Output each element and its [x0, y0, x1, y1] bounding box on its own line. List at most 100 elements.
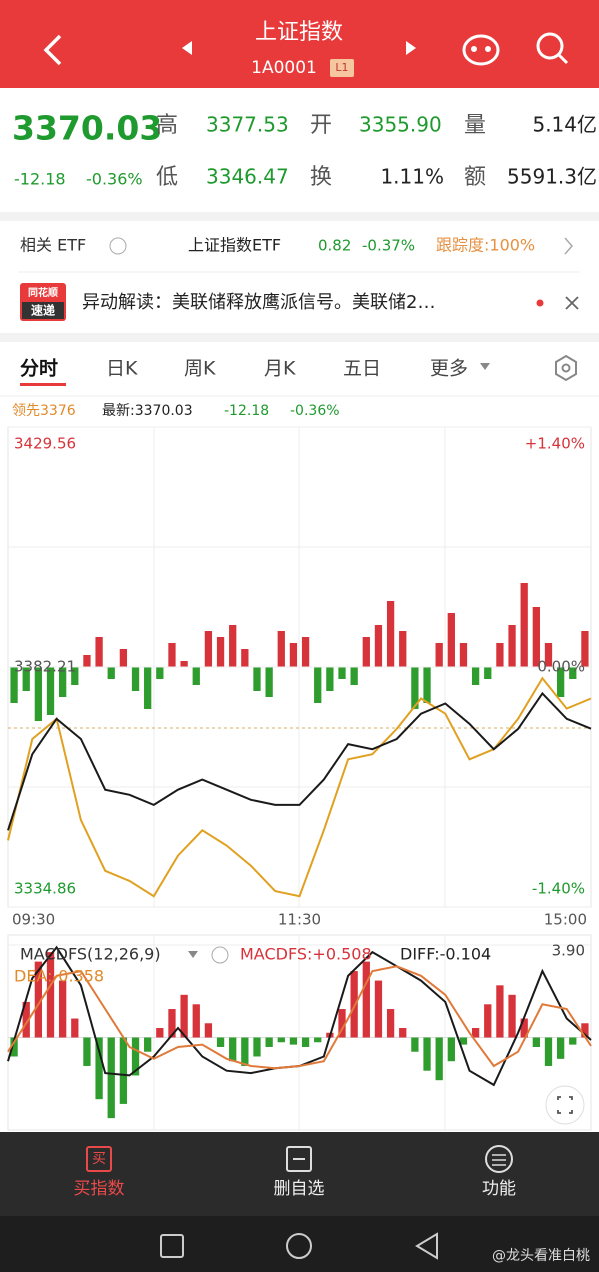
level-label: L1 [335, 61, 348, 74]
y2-tick-label: 0.00% [537, 658, 585, 676]
price-change: -12.18 [14, 170, 66, 189]
remove-icon[interactable] [286, 1146, 312, 1172]
bar [399, 1028, 407, 1038]
settings-icon-center [561, 363, 571, 373]
bar [350, 667, 358, 685]
nav-function[interactable]: 功能 [482, 1179, 516, 1199]
bar [556, 667, 565, 697]
bar [204, 631, 213, 667]
bar [581, 631, 589, 667]
high-value: 3377.53 [206, 113, 289, 137]
bar [216, 637, 225, 667]
header-bar [0, 0, 599, 88]
news-text[interactable]: 异动解读：美联储释放鹰派信号。美联储2… [82, 292, 435, 313]
community-icon[interactable] [462, 34, 500, 66]
bottom-nav [0, 1132, 599, 1216]
diff-value: DIFF:-0.104 [400, 945, 491, 964]
etf-change: -0.37% [362, 237, 415, 255]
bar [374, 980, 383, 1038]
bar [569, 1037, 577, 1045]
bar [326, 667, 334, 691]
bar [386, 1009, 395, 1038]
etf-name[interactable]: 上证指数ETF [188, 236, 281, 255]
bar [156, 667, 164, 679]
more-arrow[interactable] [480, 363, 490, 370]
bar [265, 1037, 273, 1047]
bar [46, 667, 55, 715]
x-tick-label: 09:30 [12, 911, 55, 929]
function-icon[interactable] [485, 1145, 513, 1173]
expand-icon [557, 1096, 573, 1114]
bar [131, 667, 140, 691]
bar [265, 667, 273, 697]
lead-value: 领先3376 [12, 403, 76, 419]
bar [204, 1023, 213, 1038]
bar [471, 667, 480, 685]
bar [95, 1037, 103, 1100]
bar [119, 1037, 128, 1104]
next-stock[interactable] [406, 41, 416, 55]
bar [192, 667, 200, 685]
close-news[interactable] [565, 296, 579, 310]
bar [447, 1037, 455, 1062]
tab[interactable]: 周K [184, 358, 216, 380]
amount-label: 额 [464, 165, 486, 190]
bar [338, 667, 346, 679]
bar [399, 631, 407, 667]
back-button[interactable] [43, 34, 62, 66]
bar [253, 667, 261, 691]
macd-title[interactable]: MACDFS(12,26,9) [20, 945, 161, 964]
x-tick-label: 15:00 [544, 911, 587, 929]
buy-icon[interactable] [86, 1146, 112, 1172]
tab[interactable]: 月K [264, 358, 296, 380]
bar [301, 1037, 310, 1047]
amount-value: 5591.3亿 [507, 165, 597, 189]
tab[interactable]: 更多 [430, 358, 468, 380]
tab[interactable]: 五日 [343, 358, 381, 380]
bar [386, 601, 395, 667]
bar [520, 583, 528, 667]
expand-button[interactable] [545, 1085, 585, 1125]
bar [277, 1037, 285, 1043]
bar [277, 631, 285, 667]
tab[interactable]: 分时 [20, 358, 58, 380]
tab[interactable]: 日K [106, 358, 138, 380]
bar [411, 1037, 419, 1052]
bar [569, 667, 577, 679]
bar [180, 661, 188, 667]
bar [520, 1018, 528, 1038]
macd-dropdown[interactable] [188, 951, 198, 958]
chevron[interactable] [564, 237, 573, 255]
help-icon[interactable] [109, 237, 127, 255]
tab-bar: 分时 日K 周K 月K 五日 更多 [20, 358, 468, 380]
bar [301, 637, 310, 667]
y-tick-label: 3.90 [552, 942, 585, 960]
bar [229, 1037, 237, 1062]
volume-label: 量 [464, 113, 486, 138]
home-button[interactable] [286, 1233, 312, 1259]
turnover-label: 换 [310, 165, 332, 190]
x-tick-label: 11:30 [278, 911, 321, 929]
bar [362, 961, 370, 1038]
prev-stock[interactable] [182, 41, 192, 55]
bar [144, 1037, 152, 1052]
help-icon[interactable] [211, 946, 229, 964]
latest-change: -12.18 [224, 403, 269, 419]
bar [59, 980, 67, 1038]
search-icon[interactable] [536, 32, 569, 65]
bar [544, 1037, 553, 1066]
badge-bottom-bg [22, 302, 64, 319]
bar [314, 1037, 322, 1043]
recent-apps[interactable] [160, 1234, 184, 1258]
open-value: 3355.90 [359, 113, 442, 137]
nav-buy[interactable]: 买指数 [74, 1179, 125, 1199]
settings-icon[interactable] [555, 354, 577, 382]
bar [59, 667, 67, 697]
bar [107, 667, 115, 679]
bar [22, 667, 30, 691]
divider [0, 212, 599, 221]
back-system[interactable] [415, 1232, 438, 1260]
y2-tick-label: +1.40% [525, 435, 585, 453]
bar [532, 1037, 540, 1047]
nav-remove[interactable]: 删自选 [274, 1179, 325, 1199]
